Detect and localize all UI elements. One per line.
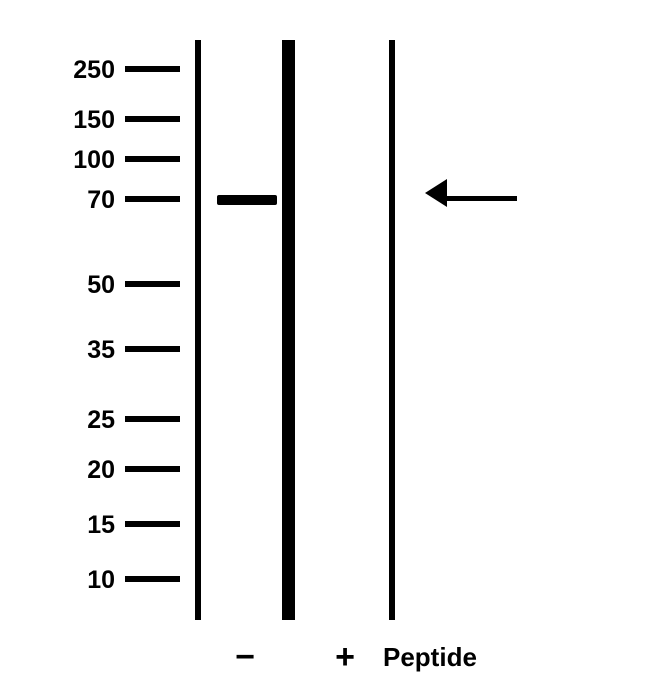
lane-minus-label: − [225, 640, 265, 674]
mw-marker-label: 50 [35, 273, 125, 298]
mw-marker-label: 15 [35, 513, 125, 538]
mw-marker-dash [125, 466, 180, 472]
mw-marker-dash [125, 156, 180, 162]
peptide-label: Peptide [365, 644, 477, 670]
mw-marker-dash [125, 576, 180, 582]
lane-minus [195, 40, 295, 620]
mw-marker-label: 100 [35, 148, 125, 173]
mw-marker-label: 70 [35, 188, 125, 213]
western-blot-figure: 250 150 100 70 50 35 25 20 15 10 − + Peptide [0, 0, 650, 688]
mw-marker-dash [125, 196, 180, 202]
mw-marker-dash [125, 521, 180, 527]
mw-marker-dash [125, 416, 180, 422]
arrow-shaft [447, 196, 517, 201]
mw-marker-dash [125, 66, 180, 72]
mw-marker-label: 150 [35, 108, 125, 133]
lane-plus-label: + [325, 640, 365, 674]
arrow-head-icon [425, 179, 447, 207]
mw-marker-dash [125, 116, 180, 122]
content-box: 25015010070503525201510 − + Peptide [35, 40, 510, 640]
mw-marker-dash [125, 281, 180, 287]
mw-marker-label: 10 [35, 568, 125, 593]
mw-marker-dash [125, 346, 180, 352]
lanes-area [195, 40, 395, 620]
mw-marker-label: 25 [35, 408, 125, 433]
lane-plus [295, 40, 395, 620]
protein-band [217, 195, 277, 205]
lane-labels-row: − + Peptide [225, 640, 477, 674]
mw-marker-label: 20 [35, 458, 125, 483]
mw-marker-label: 35 [35, 338, 125, 363]
mw-ladder: 250 150 100 70 50 35 25 20 15 10 [35, 40, 195, 600]
mw-marker-label: 250 [35, 58, 125, 83]
